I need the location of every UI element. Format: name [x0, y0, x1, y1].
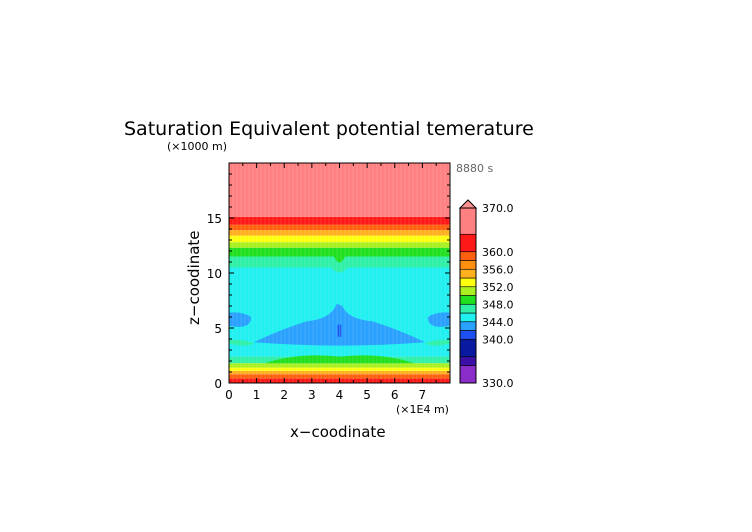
colorbar-frame [459, 207, 477, 384]
axes: 0 1 2 3 4 5 6 7 0 5 10 15 [207, 162, 451, 402]
contour-band [229, 370, 450, 375]
colorbar-band [459, 365, 477, 384]
contour-band [229, 224, 450, 231]
y-tick-label: 5 [214, 322, 222, 336]
contour-region [264, 355, 415, 364]
colorbar-band [459, 321, 477, 331]
x-tick-label: 4 [336, 388, 344, 402]
contour-region [425, 339, 450, 346]
colorbar-band [459, 303, 477, 314]
y-tick-label: 10 [207, 267, 222, 281]
colorbar-band [459, 295, 477, 305]
contour-region-low [427, 312, 450, 327]
x-tick-label: 2 [280, 388, 288, 402]
colorbar-label: 340.0 [482, 333, 514, 346]
contour-band [229, 216, 450, 225]
colorbar-label: 360.0 [482, 246, 514, 259]
colorbar-label: 330.0 [482, 377, 514, 390]
contour-band [229, 367, 450, 371]
colorbar-band [459, 207, 477, 235]
colorbar-band [459, 260, 477, 270]
colorbar-band [459, 330, 477, 340]
x-tick-label: 1 [253, 388, 261, 402]
x-tick-label: 6 [391, 388, 399, 402]
contour-region-low [253, 303, 426, 346]
colorbar-label: 344.0 [482, 316, 514, 329]
contour-band [229, 235, 450, 243]
colorbar-band [459, 356, 477, 366]
colorbar-label: 352.0 [482, 281, 514, 294]
contour-band [229, 163, 450, 217]
colorbar-band [459, 312, 477, 323]
contour-region [229, 339, 254, 346]
colorbar-band [459, 268, 477, 279]
x-unit-label: (×1E4 m) [396, 403, 449, 416]
contour-band [229, 363, 450, 368]
colorbar: 330.0 340.0 344.0 348.0 352.0 356.0 360.0 370.0 [458, 199, 514, 390]
contour-region-low [229, 312, 252, 327]
time-label: 8880 s [456, 162, 493, 175]
colorbar-extend-arrow [458, 199, 478, 209]
x-axis-label: x−coodinate [290, 423, 386, 441]
contour-band [229, 230, 450, 236]
colorbar-band [459, 277, 477, 288]
y-unit-label: (×1000 m) [167, 140, 227, 153]
contour-band [229, 242, 450, 248]
plot-area [229, 163, 450, 383]
chart-title: Saturation Equivalent potential temeratu… [124, 118, 534, 140]
colorbar-band [459, 233, 477, 253]
colorbar-band [459, 251, 477, 261]
colorbar-label: 370.0 [482, 202, 514, 215]
contour-band [229, 374, 450, 379]
x-tick-label: 0 [225, 388, 233, 402]
x-tick-label: 3 [308, 388, 316, 402]
y-axis-label: z−coodinate [185, 230, 203, 325]
colorbar-label: 356.0 [482, 263, 514, 276]
contour-band [229, 247, 450, 257]
x-tick-label: 5 [363, 388, 371, 402]
colorbar-band [459, 286, 477, 296]
y-tick-label: 15 [207, 212, 222, 226]
contour-region [331, 267, 348, 273]
contour-region [333, 256, 346, 263]
x-tick-label: 7 [419, 388, 427, 402]
y-tick-label: 0 [214, 377, 222, 391]
colorbar-label: 348.0 [482, 298, 514, 311]
colorbar-band [459, 338, 477, 358]
